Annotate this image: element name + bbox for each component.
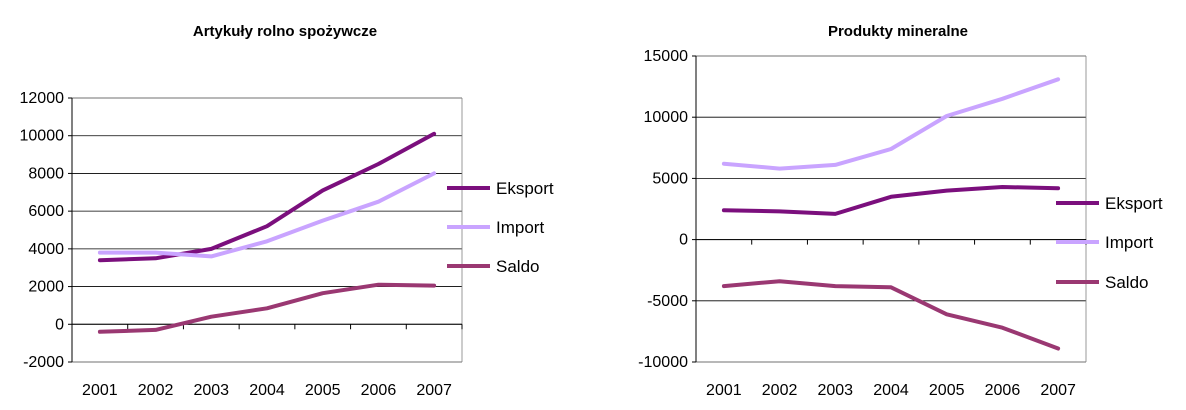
legend-label-eksport: Eksport [496, 179, 554, 198]
x-tick-label: 2005 [305, 382, 341, 399]
legend-label-import: Import [1105, 233, 1153, 252]
series-line-import [97, 171, 437, 259]
y-tick-label: 4000 [28, 241, 64, 258]
y-tick-label: -2000 [23, 354, 64, 371]
y-tick-label: 10000 [20, 128, 65, 145]
chart-1: Artykuły rolno spożywcze -2000 0 2000 4000 60… [20, 23, 554, 399]
x-tick-label: 2002 [762, 382, 798, 399]
x-tick-label: 2002 [138, 382, 174, 399]
x-tick-label: 2003 [817, 382, 853, 399]
x-tick-label: 2006 [361, 382, 397, 399]
series-line-eksport [97, 131, 437, 263]
y-tick-label: 8000 [28, 165, 64, 182]
y-tick-label: 2000 [28, 279, 64, 296]
x-tick-label: 2007 [416, 382, 452, 399]
series-line-import [721, 77, 1061, 171]
series-line-eksport [721, 185, 1061, 216]
y-tick-label: 15000 [644, 48, 689, 65]
series-line-saldo [97, 282, 437, 334]
chart-2: Produkty mineralne -10000 -5000 0 5000 10000 1… [638, 23, 1163, 399]
x-tick-label: 2001 [706, 382, 742, 399]
x-tick-label: 2005 [929, 382, 965, 399]
chart-title: Produkty mineralne [828, 23, 968, 40]
legend-label-saldo: Saldo [496, 257, 539, 276]
y-tick-label: 10000 [644, 109, 689, 126]
x-tick-label: 2003 [193, 382, 229, 399]
x-tick-label: 2007 [1040, 382, 1076, 399]
y-tick-label: -5000 [647, 293, 688, 310]
x-tick-label: 2001 [82, 382, 118, 399]
y-tick-label: 5000 [652, 170, 688, 187]
chart-title: Artykuły rolno spożywcze [193, 23, 377, 40]
legend-label-saldo: Saldo [1105, 273, 1148, 292]
y-tick-label: 0 [679, 232, 688, 249]
x-tick-label: 2006 [985, 382, 1021, 399]
y-tick-label: -10000 [638, 354, 688, 371]
y-tick-label: 0 [55, 316, 64, 333]
legend-label-import: Import [496, 218, 544, 237]
y-tick-label: 6000 [28, 203, 64, 220]
legend-label-eksport: Eksport [1105, 194, 1163, 213]
y-tick-label: 12000 [20, 90, 65, 107]
x-tick-label: 2004 [249, 382, 285, 399]
series-line-saldo [721, 279, 1061, 351]
x-tick-label: 2004 [873, 382, 909, 399]
